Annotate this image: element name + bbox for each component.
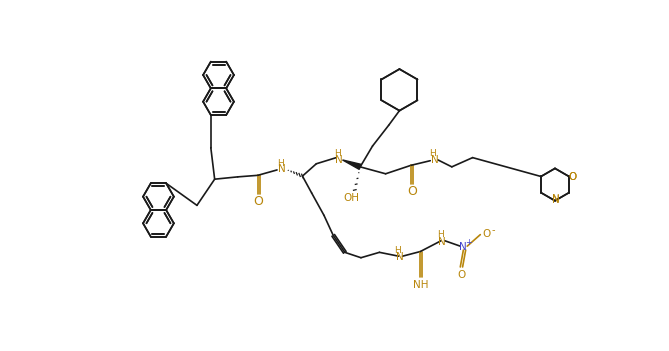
Text: N: N [278, 164, 286, 174]
Polygon shape [343, 160, 361, 170]
Text: H: H [429, 148, 436, 158]
Text: N: N [334, 155, 343, 165]
Text: O: O [407, 185, 417, 198]
Text: N: N [552, 195, 560, 205]
Text: O: O [482, 229, 490, 239]
Text: H: H [437, 230, 444, 239]
Text: O: O [457, 270, 465, 280]
Text: O: O [569, 172, 577, 182]
Text: H: H [395, 245, 401, 254]
Text: OH: OH [344, 193, 360, 203]
Text: O: O [254, 195, 264, 208]
Text: N: N [431, 155, 439, 165]
Text: +: + [466, 238, 472, 247]
Text: N: N [438, 237, 446, 246]
Text: O: O [569, 172, 577, 182]
Text: H: H [334, 148, 341, 158]
Text: N: N [395, 252, 403, 262]
Text: N: N [552, 194, 560, 204]
Text: H: H [277, 159, 284, 167]
Text: NH: NH [413, 280, 429, 290]
Text: N: N [460, 242, 467, 252]
Text: -: - [492, 225, 495, 235]
